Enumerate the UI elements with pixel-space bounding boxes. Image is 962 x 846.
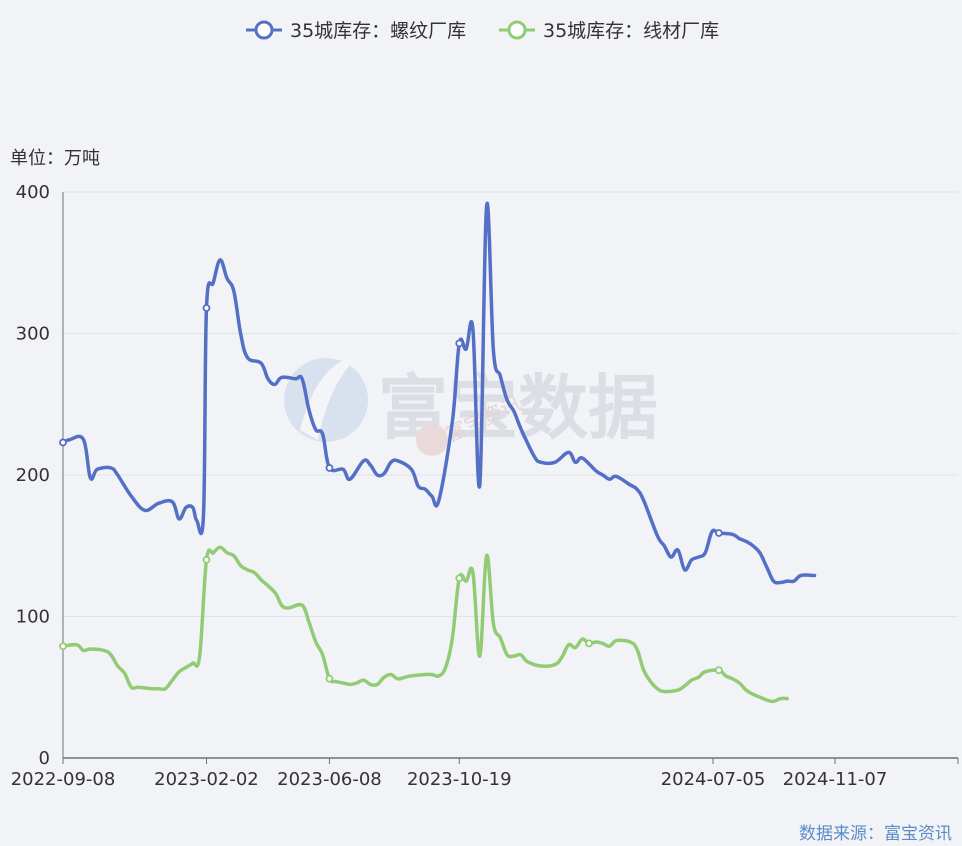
watermark-small-logo-icon xyxy=(416,424,448,456)
series-point-1 xyxy=(714,666,723,675)
series-point-1 xyxy=(585,639,593,648)
legend-wire-label: 35城库存：线材厂库 xyxy=(543,20,719,42)
legend-rebar-marker-icon xyxy=(254,20,274,40)
legend[interactable]: 35城库存：螺纹厂库 35城库存：线材厂库 xyxy=(246,20,719,42)
series-point-1 xyxy=(325,674,334,683)
y-tick-label: 0 xyxy=(39,748,50,769)
watermark-main-text: 富宝数据 xyxy=(378,367,658,449)
series-layer xyxy=(59,201,817,704)
x-tick-label: 2023-10-19 xyxy=(407,769,512,790)
y-axis: 0 100 200 300 400 xyxy=(16,182,64,769)
legend-item-rebar[interactable]: 35城库存：螺纹厂库 xyxy=(246,20,466,42)
y-tick-label: 100 xyxy=(16,607,50,628)
y-tick-label: 200 xyxy=(16,465,50,486)
x-tick-label: 2022-09-08 xyxy=(11,769,116,790)
x-tick-label: 2024-11-07 xyxy=(783,769,888,790)
watermark-logo-leaf-icon xyxy=(300,355,360,440)
series-point-1 xyxy=(59,642,67,651)
series-point-0 xyxy=(714,529,723,537)
series-point-1 xyxy=(202,556,211,564)
x-tick-label: 2023-02-02 xyxy=(154,769,259,790)
y-axis-unit-label: 单位：万吨 xyxy=(10,148,100,169)
y-tick-label: 300 xyxy=(16,324,50,345)
series-point-0 xyxy=(455,339,464,348)
legend-wire-marker-icon xyxy=(507,20,527,40)
series-point-0 xyxy=(325,464,334,472)
grid xyxy=(63,191,958,617)
watermark: 富宝数据 富宝资讯 xyxy=(284,355,658,456)
x-axis: 2022-09-08 2023-02-02 2023-06-08 2023-10-19… xyxy=(11,757,959,790)
series-point-0 xyxy=(202,304,211,312)
x-tick-label: 2023-06-08 xyxy=(277,769,382,790)
series-point-1 xyxy=(455,574,464,583)
watermark-logo-icon xyxy=(284,358,368,442)
y-tick-label: 400 xyxy=(16,182,50,203)
series-line-1 xyxy=(61,545,789,704)
series-point-0 xyxy=(59,438,67,447)
legend-item-wire[interactable]: 35城库存：线材厂库 xyxy=(499,20,719,42)
legend-rebar-label: 35城库存：螺纹厂库 xyxy=(290,20,466,42)
series-line-0 xyxy=(61,201,817,585)
x-tick-label: 2024-07-05 xyxy=(661,769,766,790)
data-source-note: 数据来源：富宝资讯 xyxy=(799,824,952,844)
